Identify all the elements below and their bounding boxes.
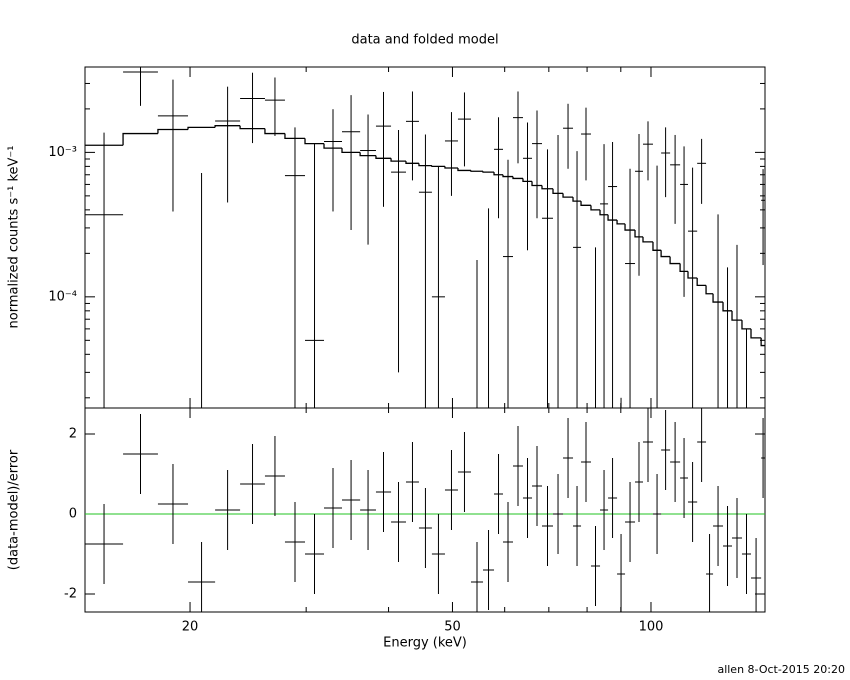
model-step xyxy=(482,171,495,173)
top-y-axis-label: normalized counts s⁻¹ keV⁻¹ xyxy=(7,146,22,329)
model-step xyxy=(493,172,504,176)
model-step xyxy=(512,176,523,180)
model-step xyxy=(607,214,618,221)
model-step xyxy=(696,278,707,287)
model-step xyxy=(444,166,458,169)
model-step xyxy=(731,310,742,321)
model-step xyxy=(562,193,574,198)
x-tick-label: 100 xyxy=(639,620,664,635)
model-step xyxy=(669,256,681,265)
x-tick-label: 50 xyxy=(444,620,461,635)
model-step xyxy=(157,128,189,134)
model-step xyxy=(522,178,533,183)
model-step xyxy=(634,230,643,238)
model-step xyxy=(652,241,662,251)
model-step xyxy=(590,205,601,211)
model-step xyxy=(284,133,306,140)
model-step xyxy=(359,152,376,157)
model-step xyxy=(679,263,689,273)
model-step xyxy=(712,293,724,303)
y-tick-label: -2 xyxy=(64,587,77,602)
model-step xyxy=(642,236,653,243)
y-tick-label: 2 xyxy=(69,427,77,442)
x-tick-label: 20 xyxy=(182,620,199,635)
model-step xyxy=(405,161,419,164)
model-step xyxy=(572,197,582,202)
model-step xyxy=(552,188,564,195)
model-step xyxy=(580,201,591,206)
model-step xyxy=(750,328,762,339)
model-step xyxy=(390,158,406,162)
x-axis-label: Energy (keV) xyxy=(383,636,467,651)
model-step xyxy=(687,271,698,279)
chart-title: data and folded model xyxy=(351,33,498,48)
y-tick-label: 10⁻⁴ xyxy=(48,289,77,304)
model-step xyxy=(470,170,484,172)
model-step xyxy=(722,302,733,312)
model-step xyxy=(323,143,343,149)
model-step xyxy=(599,209,609,216)
model-step xyxy=(502,174,514,178)
model-step xyxy=(375,155,392,159)
model-step xyxy=(187,126,216,130)
y-tick-label: 10⁻³ xyxy=(48,145,77,160)
model-step xyxy=(705,285,714,295)
model-step xyxy=(341,148,361,154)
model-step xyxy=(531,181,542,187)
model-step xyxy=(457,167,471,172)
model-step xyxy=(304,138,325,145)
model-step xyxy=(418,163,432,167)
model-step xyxy=(660,250,671,258)
model-step xyxy=(122,132,158,146)
model-step xyxy=(239,125,265,130)
model-step xyxy=(624,223,636,231)
footer: allen 8-Oct-2015 20:20 xyxy=(717,663,845,676)
model-step xyxy=(264,128,285,135)
model-step xyxy=(214,125,241,128)
model-step xyxy=(616,220,626,225)
bottom-y-axis-label: (data-model)/error xyxy=(7,449,22,570)
y-tick-label: 0 xyxy=(69,507,77,522)
model-step xyxy=(541,185,554,190)
model-step xyxy=(760,337,765,347)
model-step xyxy=(431,165,445,168)
model-step xyxy=(741,320,752,330)
